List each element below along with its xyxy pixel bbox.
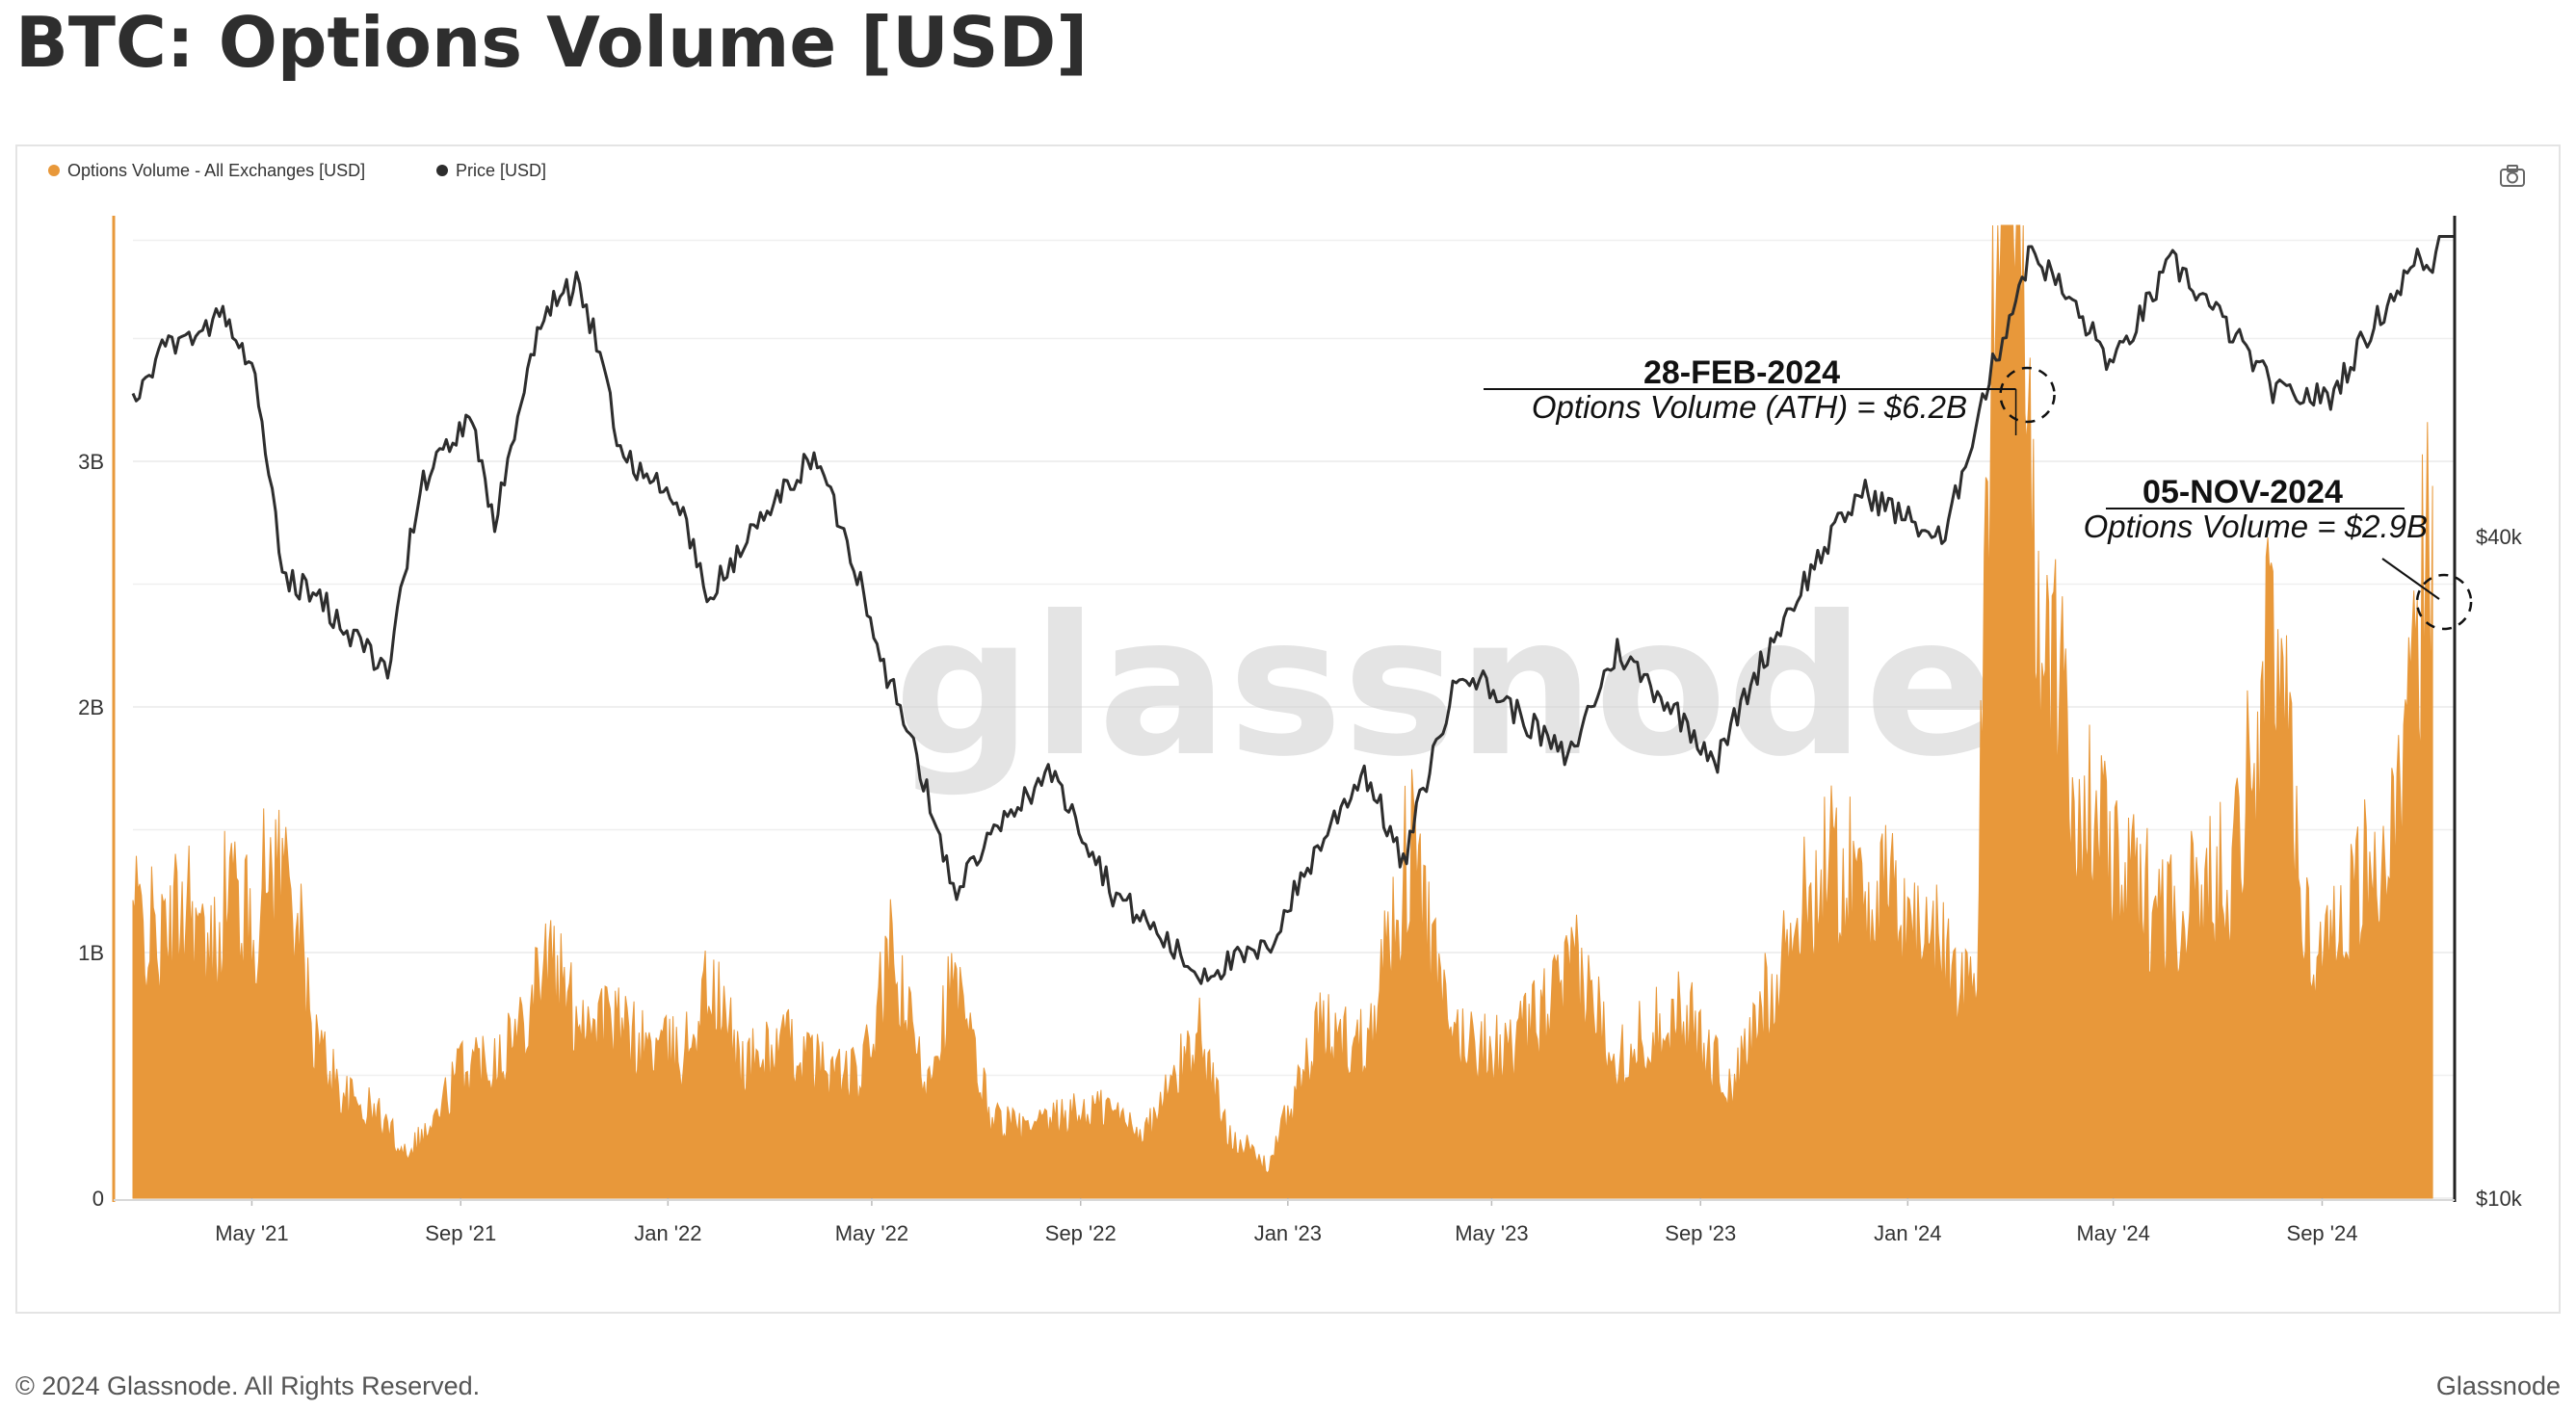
price-line-layer: [131, 235, 2455, 985]
x-tick-label: May '24: [2076, 1221, 2149, 1245]
annotation-nov-text: Options Volume = $2.9B: [2084, 509, 2428, 544]
x-tick-label: Jan '23: [1254, 1221, 1322, 1245]
x-tick-label: May '21: [215, 1221, 288, 1245]
annotation-ath-date: 28-FEB-2024: [1643, 354, 1840, 391]
volume-area-layer: [132, 224, 2433, 1199]
y-left-tick-label: 1B: [78, 941, 104, 965]
legend-item[interactable]: Price [USD]: [436, 161, 546, 180]
x-tick-label: May '23: [1455, 1221, 1528, 1245]
series-price-line: [131, 235, 2455, 985]
series-options-volume-area: [132, 224, 2433, 1199]
chart-panel: glassnode 0 1B 2B 3B $10k $40k May '21 Sep '21 J…: [15, 144, 2561, 1314]
page-title: BTC: Options Volume [USD]: [15, 2, 1089, 83]
legend-item[interactable]: Options Volume - All Exchanges [USD]: [48, 161, 365, 180]
annotation-ath-text: Options Volume (ATH) = $6.2B: [1532, 389, 1967, 425]
x-tick-label: Jan '24: [1874, 1221, 1941, 1245]
legend[interactable]: Options Volume - All Exchanges [USD] Pric…: [48, 161, 546, 180]
x-tick-label: Jan '22: [634, 1221, 701, 1245]
watermark: glassnode: [894, 575, 1995, 799]
annotation-nov-date: 05-NOV-2024: [2142, 474, 2343, 510]
x-tick-label: Sep '21: [425, 1221, 496, 1245]
y-left-tick-label: 0: [92, 1187, 104, 1211]
options-volume-chart: glassnode 0 1B 2B 3B $10k $40k May '21 Sep '21 J…: [48, 161, 2525, 1245]
grid: [133, 239, 2455, 1199]
x-tick-label: May '22: [835, 1221, 908, 1245]
x-tick-label: Sep '24: [2287, 1221, 2358, 1245]
camera-icon[interactable]: [2500, 165, 2525, 187]
legend-label: Options Volume - All Exchanges [USD]: [67, 161, 365, 180]
legend-label: Price [USD]: [456, 161, 546, 180]
y-left-tick-label: 3B: [78, 450, 104, 474]
y-right-tick-label: $10k: [2476, 1187, 2523, 1211]
x-tick-label: Sep '22: [1045, 1221, 1117, 1245]
y-right-tick-label: $40k: [2476, 525, 2523, 549]
brand-text: Glassnode: [2435, 1371, 2561, 1400]
y-left-tick-label: 2B: [78, 695, 104, 719]
x-tick-label: Sep '23: [1665, 1221, 1736, 1245]
axes: 0 1B 2B 3B $10k $40k May '21 Sep '21 Jan '22 May …: [78, 216, 2523, 1245]
copyright-text: © 2024 Glassnode. All Rights Reserved.: [15, 1371, 481, 1400]
